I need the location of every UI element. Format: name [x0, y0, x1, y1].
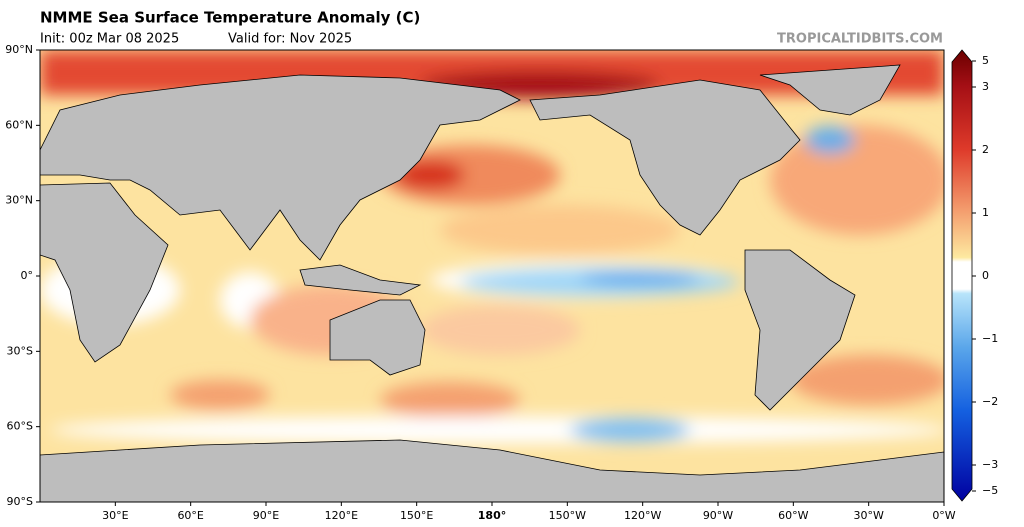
- greenland: [759, 64, 901, 116]
- lat-label: 90°S: [7, 495, 33, 508]
- colorbar-label: 2: [982, 143, 989, 156]
- colorbar-label: 5: [982, 54, 989, 67]
- antarctica: [40, 439, 944, 502]
- lat-label: 30°S: [7, 344, 33, 357]
- site-name: TROPICALTIDBITS.COM: [777, 32, 943, 47]
- lon-label: 30°E: [102, 509, 128, 522]
- title: NMME Sea Surface Temperature Anomaly (C): [40, 9, 420, 27]
- colorbar-label: −2: [982, 395, 998, 408]
- eurasia: [40, 74, 521, 261]
- indonesia: [299, 264, 422, 296]
- colorbar-label: 1: [982, 206, 989, 219]
- colorbar-label: −5: [982, 484, 998, 497]
- lon-label: 150°W: [549, 509, 586, 522]
- lon-label: 60°W: [778, 509, 808, 522]
- lat-label: 60°N: [5, 118, 33, 131]
- lat-label: 30°N: [5, 194, 33, 207]
- colorbar-label: 0: [982, 269, 989, 282]
- lat-label: 0°: [21, 269, 34, 282]
- lon-label: 0°W: [932, 509, 955, 522]
- colorbar-label: 3: [982, 80, 989, 93]
- lon-label: 30°W: [853, 509, 883, 522]
- init-time: Init: 00z Mar 08 2025: [40, 32, 179, 47]
- lon-label: 60°E: [177, 509, 203, 522]
- colorbar-label: −3: [982, 458, 998, 471]
- map: [40, 50, 944, 502]
- south-america: [744, 249, 856, 411]
- africa: [40, 182, 169, 363]
- lon-label: 120°E: [325, 509, 358, 522]
- lon-label: 120°W: [624, 509, 661, 522]
- australia: [329, 299, 426, 376]
- colorbar-label: −1: [982, 332, 998, 345]
- lon-label: 90°W: [703, 509, 733, 522]
- colorbar: [951, 49, 973, 502]
- lon-label: 90°E: [253, 509, 279, 522]
- lat-label: 60°S: [7, 420, 33, 433]
- north-america: [529, 79, 801, 236]
- lon-label: 180°: [478, 509, 506, 522]
- lon-label: 150°E: [400, 509, 433, 522]
- valid-time: Valid for: Nov 2025: [228, 32, 352, 47]
- lat-label: 90°N: [5, 43, 33, 56]
